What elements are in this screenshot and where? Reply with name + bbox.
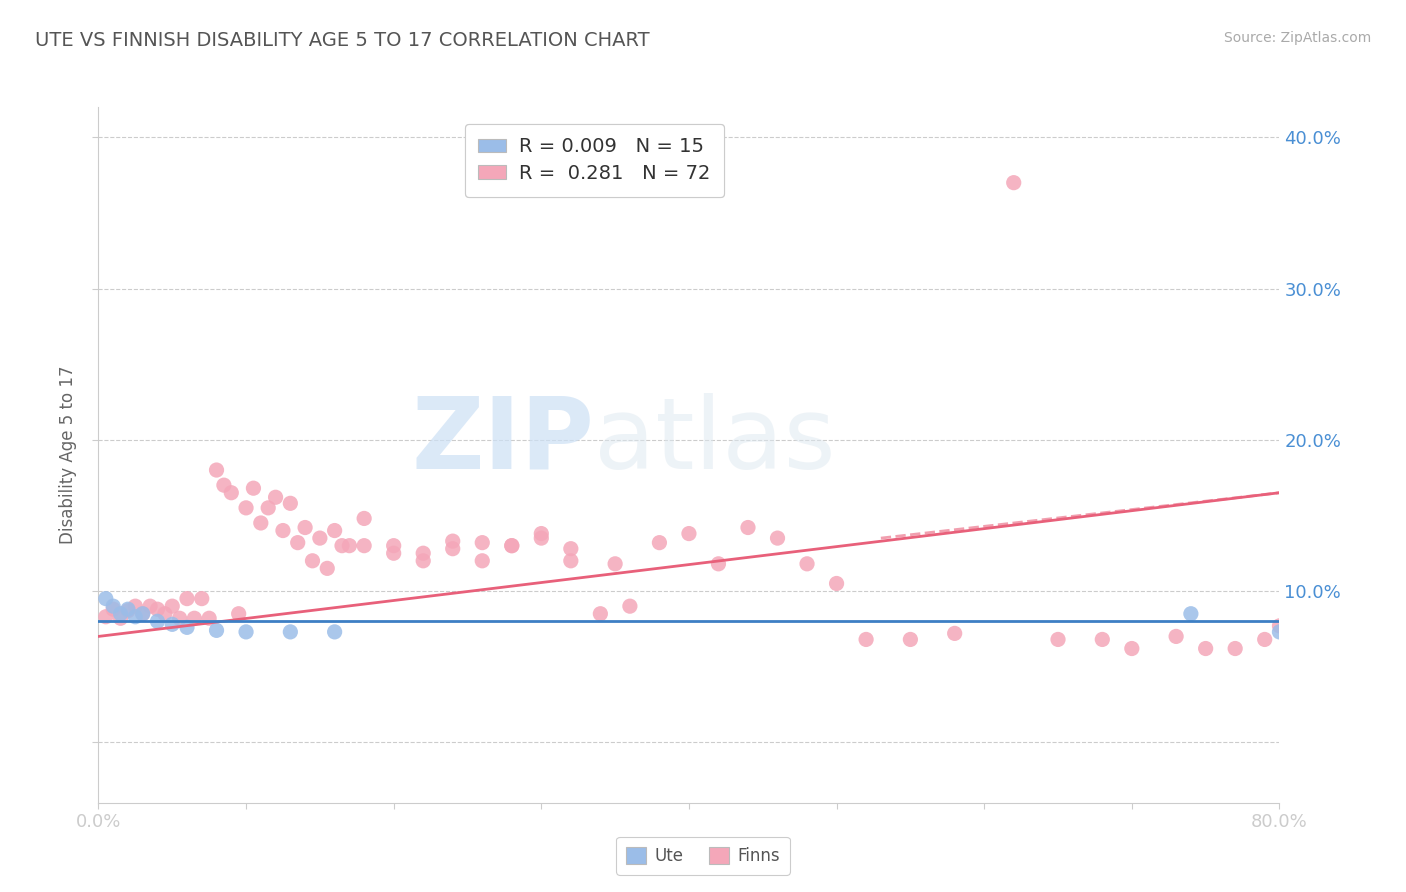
Point <box>1268 619 1291 633</box>
Point <box>169 611 191 625</box>
Point <box>766 531 789 545</box>
Point <box>707 557 730 571</box>
Point <box>205 463 228 477</box>
Point <box>560 554 582 568</box>
Point <box>146 615 169 629</box>
Point <box>132 607 155 621</box>
Point <box>94 609 117 624</box>
Point <box>382 539 405 553</box>
Point <box>235 500 257 515</box>
Point <box>110 611 132 625</box>
Point <box>796 557 818 571</box>
Point <box>242 481 264 495</box>
Point <box>153 607 176 621</box>
Point <box>228 607 250 621</box>
Point <box>330 539 353 553</box>
Legend: Ute, Finns: Ute, Finns <box>616 837 790 875</box>
Text: atlas: atlas <box>595 392 837 490</box>
Point <box>1268 624 1291 639</box>
Point <box>294 520 316 534</box>
Text: UTE VS FINNISH DISABILITY AGE 5 TO 17 CORRELATION CHART: UTE VS FINNISH DISABILITY AGE 5 TO 17 CO… <box>35 31 650 50</box>
Point <box>530 531 553 545</box>
Point <box>530 526 553 541</box>
Point <box>1223 641 1246 656</box>
Point <box>323 624 346 639</box>
Point <box>1121 641 1143 656</box>
Legend: R = 0.009   N = 15, R =  0.281   N = 72: R = 0.009 N = 15, R = 0.281 N = 72 <box>465 124 724 197</box>
Point <box>162 599 183 614</box>
Point <box>301 554 323 568</box>
Point <box>103 599 125 614</box>
Point <box>1002 176 1025 190</box>
Point <box>212 478 235 492</box>
Point <box>191 591 214 606</box>
Point <box>560 541 582 556</box>
Point <box>1164 629 1187 643</box>
Text: Source: ZipAtlas.com: Source: ZipAtlas.com <box>1223 31 1371 45</box>
Point <box>441 541 464 556</box>
Point <box>205 624 228 638</box>
Point <box>900 632 922 647</box>
Point <box>648 535 671 549</box>
Point <box>1046 632 1069 647</box>
Point <box>176 620 198 634</box>
Point <box>132 607 155 621</box>
Point <box>441 534 464 549</box>
Point <box>146 602 169 616</box>
Point <box>94 591 117 606</box>
Point <box>589 607 612 621</box>
Point <box>316 561 339 575</box>
Point <box>412 554 434 568</box>
Point <box>287 535 309 549</box>
Point <box>278 624 302 639</box>
Point <box>250 516 273 530</box>
Point <box>198 611 221 625</box>
Text: ZIP: ZIP <box>412 392 595 490</box>
Point <box>412 546 434 560</box>
Point <box>235 624 257 639</box>
Point <box>1195 641 1218 656</box>
Point <box>678 526 700 541</box>
Point <box>471 554 494 568</box>
Point <box>382 546 405 560</box>
Point <box>176 591 198 606</box>
Point <box>103 602 125 616</box>
Point <box>162 617 183 632</box>
Point <box>183 611 205 625</box>
Point <box>825 576 848 591</box>
Point <box>257 500 280 515</box>
Point <box>124 609 146 624</box>
Point <box>1091 632 1114 647</box>
Point <box>501 539 523 553</box>
Point <box>219 485 242 500</box>
Point <box>471 535 494 549</box>
Point <box>117 604 139 618</box>
Point <box>271 524 294 538</box>
Point <box>855 632 877 647</box>
Point <box>139 599 162 614</box>
Point <box>110 607 132 621</box>
Point <box>1254 632 1277 647</box>
Point <box>737 520 759 534</box>
Point <box>619 599 641 614</box>
Point <box>117 602 139 616</box>
Point <box>353 539 375 553</box>
Point <box>323 524 346 538</box>
Y-axis label: Disability Age 5 to 17: Disability Age 5 to 17 <box>59 366 77 544</box>
Point <box>605 557 627 571</box>
Point <box>278 496 302 510</box>
Point <box>1180 607 1202 621</box>
Point <box>309 531 332 545</box>
Point <box>124 599 146 614</box>
Point <box>501 539 523 553</box>
Point <box>264 490 287 504</box>
Point <box>339 539 360 553</box>
Point <box>353 511 375 525</box>
Point <box>943 626 966 640</box>
